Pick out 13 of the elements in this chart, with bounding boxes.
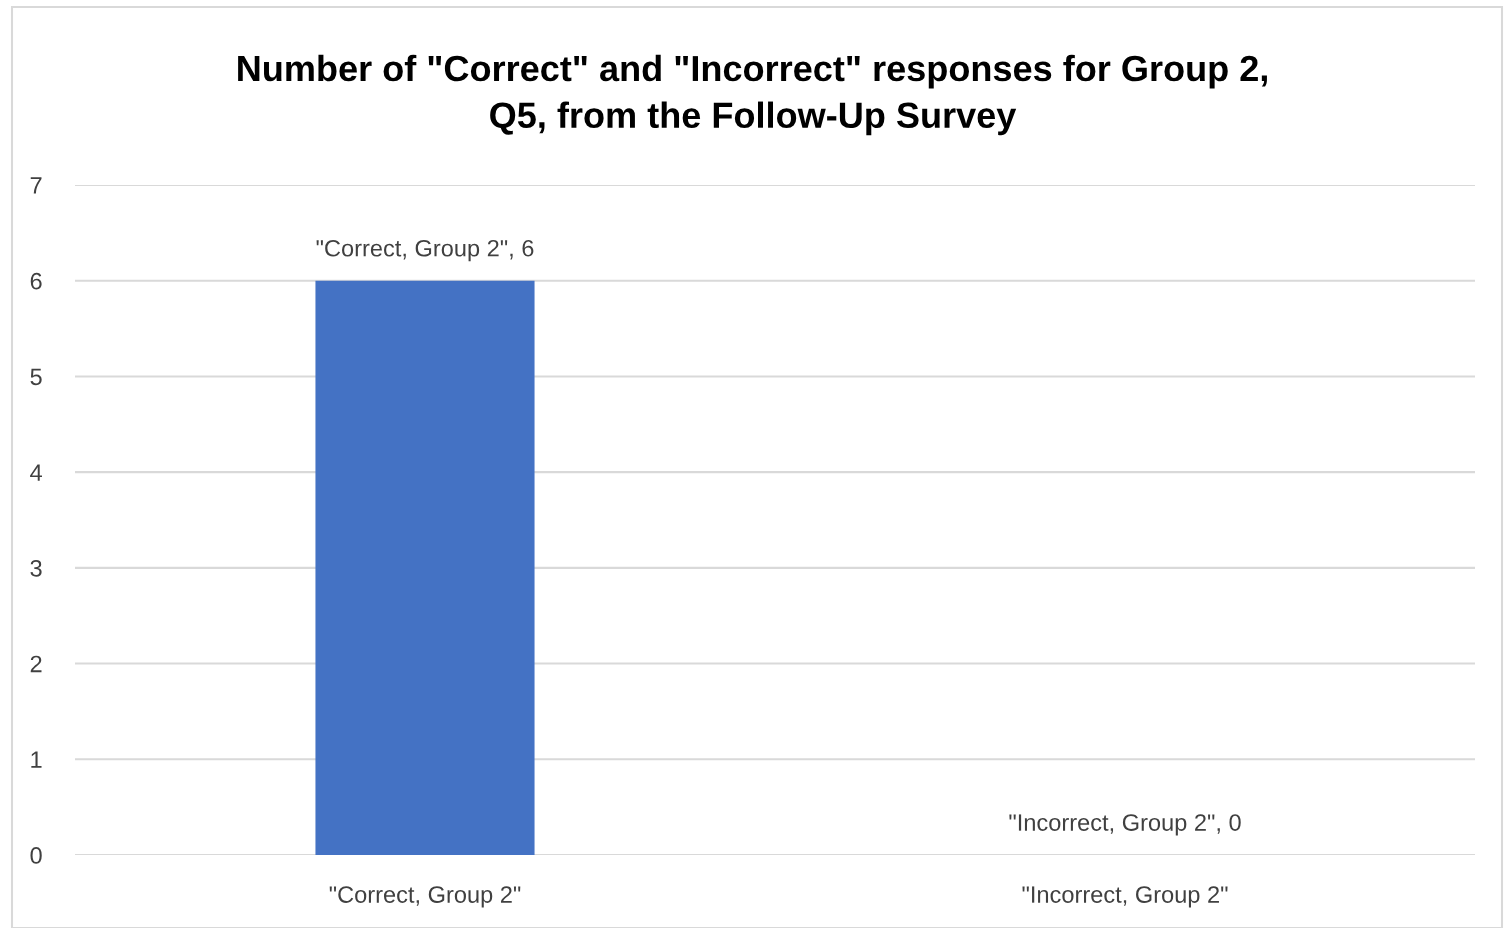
y-tick-label: 4 bbox=[30, 464, 42, 481]
x-tick-label: "Correct, Group 2" bbox=[329, 886, 521, 908]
y-tick-label: 0 bbox=[30, 847, 42, 864]
x-tick-label: "Incorrect, Group 2" bbox=[1022, 886, 1228, 908]
y-tick-label: 2 bbox=[30, 655, 42, 673]
y-tick-label: 1 bbox=[31, 751, 42, 768]
y-tick-label: 7 bbox=[30, 177, 42, 194]
data-label: "Correct, Group 2", 6 bbox=[316, 239, 534, 262]
y-tick-label: 6 bbox=[30, 272, 42, 290]
chart-title: Number of "Correct" and "Incorrect" responses for Group 2, Q5, from the Follow-Up Survey bbox=[238, 54, 1267, 136]
data-label: "Incorrect, Group 2", 0 bbox=[1009, 814, 1241, 836]
y-tick-label: 3 bbox=[30, 559, 42, 577]
y-tick-label: 5 bbox=[30, 368, 42, 386]
